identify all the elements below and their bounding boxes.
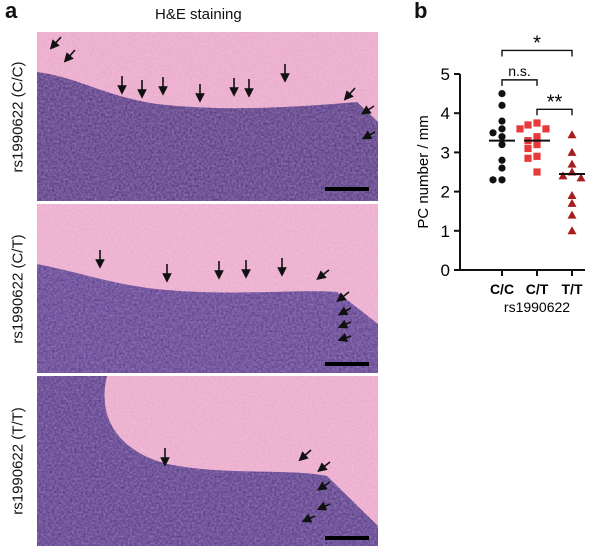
cc-data-point: [489, 129, 497, 137]
purkinje-arrows: [49, 36, 376, 140]
micrograph-cc-image: [37, 32, 378, 201]
tt-data-point: [567, 130, 577, 139]
purkinje-arrows: [95, 250, 352, 343]
cc-data-point: [498, 164, 506, 172]
x-tick-label: T/T: [562, 281, 583, 297]
y-tick-label: 5: [441, 65, 450, 84]
micrograph-ct: [37, 204, 378, 373]
tt-data-point: [567, 226, 577, 235]
y-axis-label: PC number / mm: [415, 115, 432, 228]
ct-data-point: [516, 125, 524, 133]
micrograph-tt-image: [37, 376, 378, 546]
y-tick-label: 1: [441, 222, 450, 241]
tt-data-point: [567, 147, 577, 156]
significance-bracket: [501, 79, 538, 86]
scale-bar: [325, 187, 369, 191]
pc-number-chart: 0 1 2 3 4 5 PC number / mm C/C C/T T/T rs1990622 n…: [415, 32, 586, 315]
tissue-texture: [37, 376, 378, 546]
scale-bar: [325, 536, 369, 540]
row-label-ct-text: rs1990622 (C/T): [9, 234, 27, 344]
row-label-tt: rs1990622 (T/T): [0, 376, 36, 546]
cc-data-point: [498, 156, 506, 164]
row-label-tt-text: rs1990622 (T/T): [9, 407, 27, 515]
tt-data-point: [567, 210, 577, 219]
cc-data-point: [498, 140, 506, 149]
ct-data-point: [533, 140, 541, 149]
cc-data-point: [498, 133, 506, 141]
ct-data-point: [524, 154, 532, 162]
ct-data-point: [533, 168, 541, 176]
panel-a-letter: a: [5, 0, 18, 23]
x-axis-label: rs1990622: [504, 299, 570, 315]
chart-axes: 0 1 2 3 4 5 PC number / mm C/C C/T T/T rs1990622: [415, 65, 585, 315]
tt-data-point: [567, 191, 577, 200]
ct-data-point: [524, 121, 532, 129]
purkinje-arrows: [160, 448, 331, 523]
micrograph-ct-image: [37, 204, 378, 373]
micrograph-tt: [37, 376, 378, 546]
row-label-ct: rs1990622 (C/T): [0, 204, 36, 374]
panel-b-letter: b: [414, 0, 428, 23]
tissue-texture: [37, 32, 378, 201]
cc-data-point: [498, 117, 506, 125]
y-tick-label: 2: [441, 183, 450, 202]
tissue-texture: [37, 204, 378, 373]
y-tick-label: 0: [441, 261, 450, 280]
ct-data-point: [533, 119, 541, 127]
y-tick-label: 3: [441, 143, 450, 162]
row-label-cc-text: rs1990622 (C/C): [9, 61, 27, 173]
micrograph-cc: [37, 32, 378, 201]
x-tick-label: C/C: [490, 281, 514, 297]
cc-data-point: [498, 176, 506, 184]
chart-marks: n.s.***: [489, 32, 586, 235]
ct-data-point: [533, 152, 541, 160]
scale-bar: [325, 362, 369, 366]
significance-label: n.s.: [508, 63, 531, 79]
cc-data-point: [498, 125, 506, 133]
cc-data-point: [498, 90, 506, 98]
row-label-cc: rs1990622 (C/C): [0, 32, 36, 202]
significance-label: **: [547, 91, 563, 113]
significance-label: *: [533, 32, 541, 54]
ct-data-point: [533, 133, 541, 141]
tt-data-point: [567, 159, 577, 168]
ct-data-point: [524, 144, 532, 153]
panel-a-title: H&E staining: [155, 6, 242, 23]
ct-data-point: [542, 125, 550, 133]
tt-data-point: [558, 171, 568, 180]
x-tick-label: C/T: [526, 281, 549, 297]
y-tick-label: 4: [441, 104, 450, 123]
cc-data-point: [489, 176, 497, 184]
cc-data-point: [498, 101, 506, 109]
tt-data-point: [567, 198, 577, 207]
significance-bracket: [536, 108, 573, 116]
significance-bracket: [501, 49, 573, 57]
tt-data-point: [576, 173, 586, 182]
